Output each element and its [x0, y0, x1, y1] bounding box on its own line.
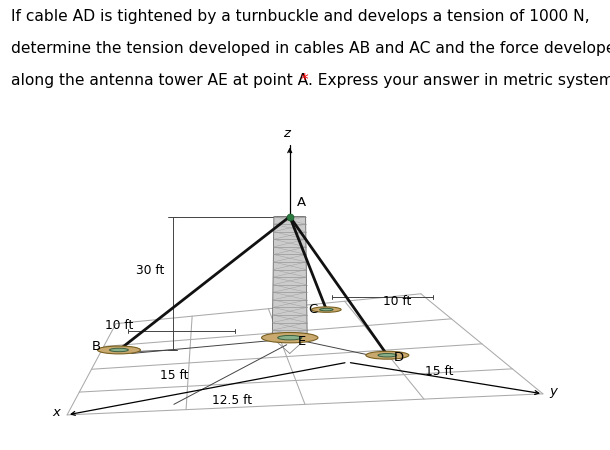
Ellipse shape [98, 346, 140, 354]
Text: 10 ft: 10 ft [383, 295, 412, 308]
Text: 12.5 ft: 12.5 ft [212, 394, 252, 407]
Ellipse shape [110, 348, 128, 352]
Text: 15 ft: 15 ft [425, 365, 453, 378]
Text: A: A [297, 195, 306, 208]
Text: *: * [296, 73, 309, 89]
Ellipse shape [320, 308, 333, 311]
Ellipse shape [366, 351, 409, 359]
Text: D: D [393, 351, 404, 364]
Text: 15 ft: 15 ft [160, 369, 188, 382]
Text: x: x [52, 406, 60, 419]
Ellipse shape [312, 307, 341, 312]
Text: If cable AD is tightened by a turnbuckle and develops a tension of 1000 N,: If cable AD is tightened by a turnbuckle… [11, 9, 590, 24]
Ellipse shape [278, 335, 302, 340]
Text: y: y [549, 385, 557, 398]
Text: determine the tension developed in cables AB and AC and the force developed: determine the tension developed in cable… [11, 41, 610, 56]
Text: 30 ft: 30 ft [136, 265, 165, 278]
Text: C: C [308, 302, 317, 315]
Text: z: z [283, 127, 290, 140]
Polygon shape [272, 216, 307, 338]
Text: B: B [92, 340, 101, 353]
Text: E: E [298, 335, 306, 348]
Text: along the antenna tower AE at point A. Express your answer in metric system.: along the antenna tower AE at point A. E… [11, 73, 610, 89]
Ellipse shape [262, 333, 318, 343]
Ellipse shape [378, 354, 396, 357]
Text: 10 ft: 10 ft [104, 319, 133, 332]
